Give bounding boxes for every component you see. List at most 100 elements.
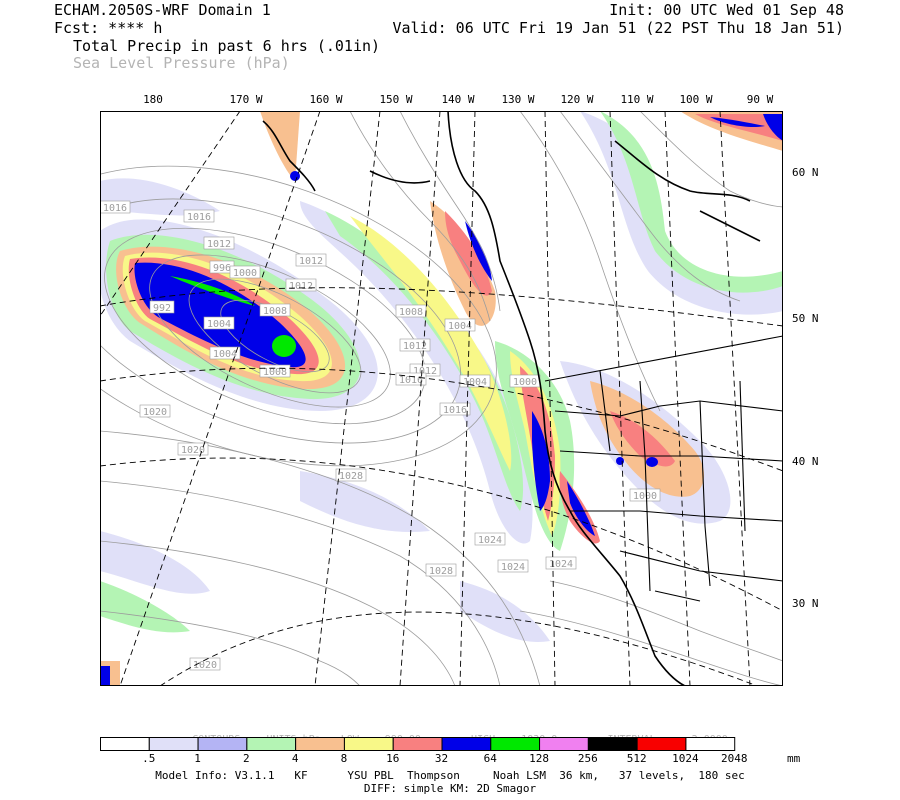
svg-text:1016: 1016 [187,212,211,223]
lon-label-130w: 130 W [501,93,535,106]
isobar-label: 1004 [203,316,235,330]
svg-text:1016: 1016 [103,203,127,214]
colorbar-tick-label: 32 [434,752,449,765]
svg-text:1000: 1000 [513,377,537,388]
isobar-label: 1012 [203,236,235,250]
isobar-label: 1016 [100,200,131,214]
isobar-label: 1016 [439,402,471,416]
isobar-label: 1020 [177,442,209,456]
precip-shading [100,111,783,686]
colorbar-swatch [490,737,541,751]
map-frame [100,111,783,686]
colorbar-unit: mm [787,752,801,765]
primary-field-title: Total Precip in past 6 hrs (.01in) [73,37,381,55]
svg-text:1020: 1020 [143,407,167,418]
colorbar-tick-label: 1024 [672,752,699,765]
isobar-label: 1000 [509,374,541,388]
svg-text:1004: 1004 [207,319,231,330]
init-time: Init: 00 UTC Wed 01 Sep 48 [609,1,844,19]
lat-label-50n: 50 N [792,312,819,325]
isobar-label: 1028 [335,468,367,482]
colorbar-swatch [148,737,199,751]
colorbar-tick-label: 2 [243,752,250,765]
isobar-label: 1020 [189,657,221,671]
colorbar-tick-label: 1 [194,752,201,765]
isobar-label: 1004 [444,318,476,332]
isobar-label: 1008 [259,303,291,317]
isobar-label: 1008 [395,304,427,318]
isobar-label: 1012 [399,338,431,352]
lon-label-120w: 120 W [560,93,594,106]
svg-text:1008: 1008 [263,306,287,317]
svg-text:1020: 1020 [193,660,217,671]
isobar-label: 1000 [629,488,661,502]
lon-label-160w: 160 W [309,93,343,106]
svg-text:1012: 1012 [403,341,427,352]
svg-text:1012: 1012 [207,239,231,250]
isobar-label: 1004 [459,374,491,388]
valid-time: Valid: 06 UTC Fri 19 Jan 51 (22 PST Thu … [392,19,844,37]
colorbar-swatch [197,737,248,751]
svg-text:1028: 1028 [339,471,363,482]
colorbar-tick-label: 64 [483,752,497,765]
isobars [100,111,783,686]
svg-text:1020: 1020 [181,445,205,456]
colorbar-swatch [636,737,687,751]
svg-text:1000: 1000 [233,268,257,279]
svg-text:1012: 1012 [413,366,437,377]
isobar-label: 1020 [139,404,171,418]
isobar-label: 1024 [545,556,577,570]
forecast-hour: Fcst: **** h [54,19,163,37]
svg-text:1028: 1028 [429,566,453,577]
svg-text:1008: 1008 [399,307,423,318]
colorbar-swatch [343,737,394,751]
colorbar-swatch [392,737,443,751]
colorbar-tick-label: 2048 [720,752,748,765]
lat-label-40n: 40 N [792,455,819,468]
colorbar-tick-label: 8 [340,752,348,765]
svg-text:1004: 1004 [213,349,237,360]
svg-text:1012: 1012 [299,256,323,267]
svg-text:1000: 1000 [633,491,657,502]
coastlines [262,111,761,686]
colorbar-tick-label: 512 [626,752,647,765]
colorbar-swatch [441,737,492,751]
secondary-field-title: Sea Level Pressure (hPa) [73,54,290,72]
colorbar-tick-label: .5 [142,752,156,765]
colorbar-swatch [685,737,736,751]
isobar-labels: 1016 1016 1012 1012 1012 1008 1008 1004 … [100,200,661,671]
svg-text:992: 992 [153,303,171,314]
colorbar-swatch [100,737,150,751]
colorbar-swatch [295,737,345,751]
model-domain-title: ECHAM.2050S-WRF Domain 1 [54,1,271,19]
isobar-label: 1000 [229,265,261,279]
colorbar-tick-label: 128 [529,752,549,765]
svg-text:1024: 1024 [549,559,573,570]
isobar-label: 1012 [295,253,327,267]
isobar-label: 1004 [209,346,241,360]
map-background [100,111,783,686]
isobar-label: 1028 [425,563,457,577]
lat-label-30n: 30 N [792,597,819,610]
lon-label-150w: 150 W [379,93,413,106]
svg-text:1016: 1016 [443,405,467,416]
borders [544,335,783,602]
svg-text:1024: 1024 [478,535,502,546]
colorbar-tick-label: 4 [291,752,299,765]
lon-label-140w: 140 W [441,93,475,106]
isobar-label: 1008 [259,364,291,378]
svg-text:1016: 1016 [399,375,423,386]
svg-text:1024: 1024 [501,562,525,573]
svg-text:996: 996 [213,263,231,274]
lon-label-90w: 90 W [746,93,774,106]
colorbar-tick-label: 16 [386,752,400,765]
svg-text:1008: 1008 [263,367,287,378]
lat-label-60n: 60 N [792,166,819,179]
lon-label-100w: 100 W [679,93,713,106]
isobar-label: 992 [149,300,175,314]
colorbar-swatch [539,737,589,751]
diff-info: DIFF: simple KM: 2D Smagor [363,782,537,795]
svg-text:1004: 1004 [463,377,487,388]
model-info: Model Info: V3.1.1 KF YSU PBL Thompson N… [155,769,745,782]
svg-text:1004: 1004 [448,321,472,332]
